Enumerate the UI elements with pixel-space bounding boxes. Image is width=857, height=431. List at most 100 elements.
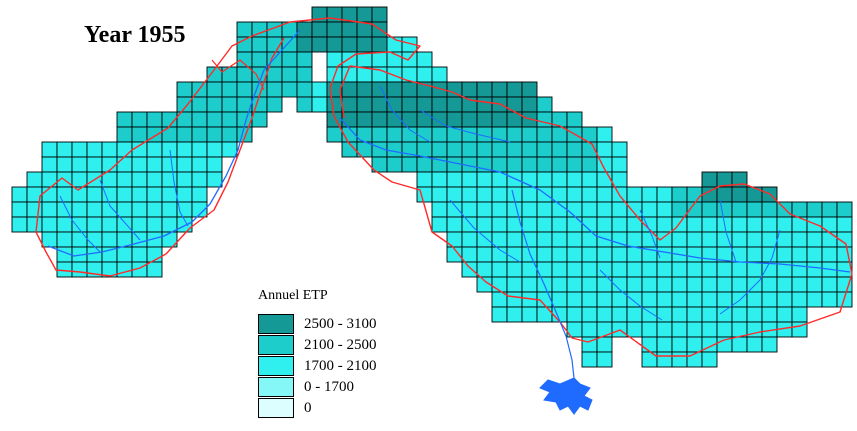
grid-cell xyxy=(791,231,808,248)
grid-cell xyxy=(626,321,643,338)
grid-cell xyxy=(506,126,523,143)
grid-cell xyxy=(341,81,358,98)
grid-cell xyxy=(521,96,538,113)
grid-cell xyxy=(371,96,388,113)
grid-cell xyxy=(116,261,133,278)
grid-cell xyxy=(656,291,673,308)
grid-cell xyxy=(626,291,643,308)
grid-cell xyxy=(161,126,178,143)
grid-cell xyxy=(671,336,688,353)
grid-cell xyxy=(731,291,748,308)
grid-cell xyxy=(566,306,583,323)
grid-cell xyxy=(236,51,253,68)
grid-cell xyxy=(596,141,613,158)
grid-cell xyxy=(641,321,658,338)
grid-cell xyxy=(131,156,148,173)
grid-cell xyxy=(491,81,508,98)
grid-cell xyxy=(116,246,133,263)
grid-cell xyxy=(716,291,733,308)
grid-cell xyxy=(611,156,628,173)
river-tributary xyxy=(379,85,431,143)
grid-cell xyxy=(611,141,628,158)
grid-cell xyxy=(806,276,823,293)
grid-cell xyxy=(146,111,163,128)
grid-cell xyxy=(191,126,208,143)
river-tributary xyxy=(639,209,661,259)
grid-cell xyxy=(776,216,793,233)
grid-cell xyxy=(311,96,328,113)
grid-cell xyxy=(521,276,538,293)
river-tributary xyxy=(419,109,511,143)
grid-cell xyxy=(551,171,568,188)
grid-cell xyxy=(701,171,718,188)
grid-cell xyxy=(506,171,523,188)
grid-cell xyxy=(131,141,148,158)
grid-cell xyxy=(656,306,673,323)
grid-cell xyxy=(746,231,763,248)
grid-cell xyxy=(236,21,253,38)
grid-cell xyxy=(641,276,658,293)
grid-cell xyxy=(416,66,433,83)
grid-cell xyxy=(746,336,763,353)
grid-cell xyxy=(311,36,328,53)
grid-cell xyxy=(131,246,148,263)
grid-cell xyxy=(341,36,358,53)
grid-cell xyxy=(56,186,73,203)
grid-cell xyxy=(446,186,463,203)
grid-cell xyxy=(296,96,313,113)
grid-cell xyxy=(701,261,718,278)
grid-cell xyxy=(116,171,133,188)
grid-cell xyxy=(371,111,388,128)
grid-cell xyxy=(731,186,748,203)
grid-cell xyxy=(656,336,673,353)
grid-cell xyxy=(641,186,658,203)
grid-cell xyxy=(701,321,718,338)
grid-cell xyxy=(746,186,763,203)
grid-cell xyxy=(446,96,463,113)
grid-cell xyxy=(341,111,358,128)
grid-cell xyxy=(656,216,673,233)
legend-label: 0 - 1700 xyxy=(304,379,354,395)
grid-cell xyxy=(506,156,523,173)
overlay-lines-layer xyxy=(35,17,853,415)
grid-cell xyxy=(521,81,538,98)
grid-cell xyxy=(401,96,418,113)
grid-cell xyxy=(686,321,703,338)
legend-label: 0 xyxy=(304,400,312,416)
grid-cell xyxy=(671,291,688,308)
grid-cell xyxy=(461,111,478,128)
grid-cell xyxy=(566,246,583,263)
grid-cell xyxy=(746,201,763,218)
grid-cell xyxy=(266,66,283,83)
grid-cell xyxy=(146,156,163,173)
grid-cell xyxy=(761,336,778,353)
grid-cell xyxy=(716,201,733,218)
grid-cell xyxy=(131,201,148,218)
grid-cell xyxy=(161,216,178,233)
river-tributary xyxy=(511,189,575,379)
grid-cell xyxy=(431,186,448,203)
grid-cell xyxy=(476,186,493,203)
grid-cell xyxy=(746,246,763,263)
grid-cell xyxy=(431,171,448,188)
grid-cell xyxy=(506,291,523,308)
grid-cell xyxy=(26,171,43,188)
grid-cell xyxy=(86,216,103,233)
grid-cell xyxy=(776,201,793,218)
grid-cell xyxy=(326,36,343,53)
grid-cell xyxy=(281,51,298,68)
river-delta xyxy=(539,377,593,415)
grid-cell xyxy=(596,321,613,338)
grid-cell xyxy=(746,291,763,308)
grid-cell xyxy=(566,171,583,188)
grid-cell xyxy=(536,171,553,188)
grid-cell xyxy=(476,111,493,128)
grid-cell xyxy=(746,306,763,323)
grid-cell xyxy=(671,231,688,248)
legend-label: 2500 - 3100 xyxy=(304,316,377,332)
grid-cell xyxy=(56,216,73,233)
grid-cell xyxy=(581,156,598,173)
grid-cell xyxy=(461,171,478,188)
grid-cell xyxy=(41,156,58,173)
